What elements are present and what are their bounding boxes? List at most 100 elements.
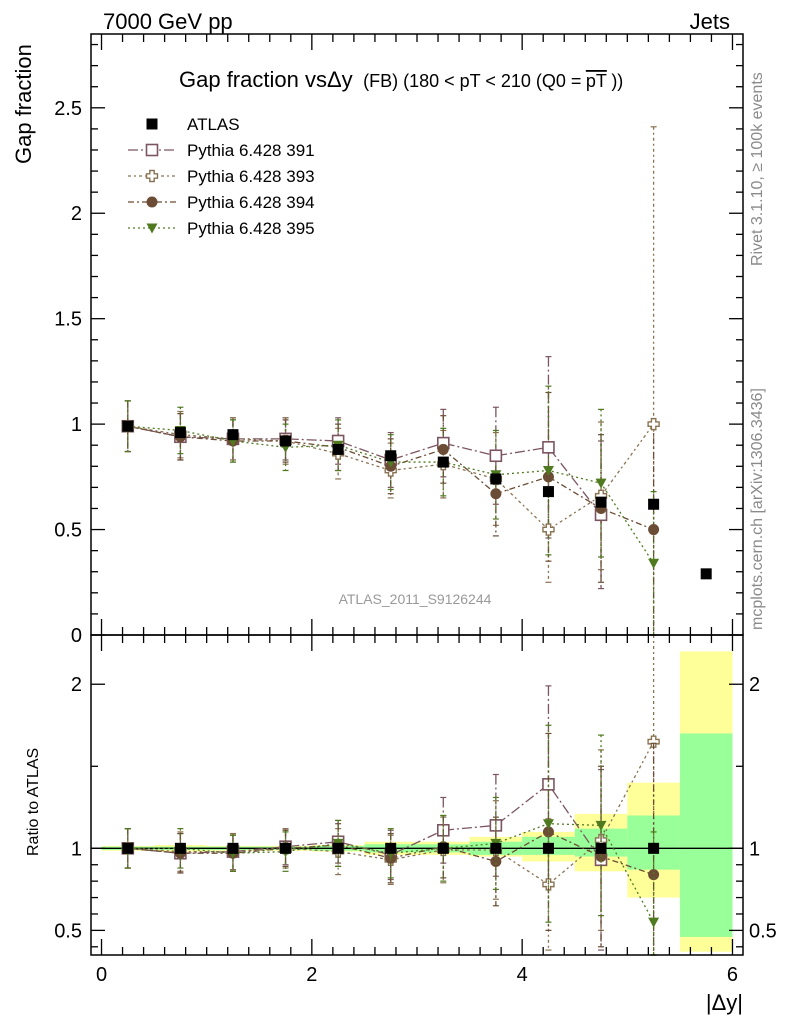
legend-entry: Pythia 6.428 394 <box>128 193 315 212</box>
data-point <box>437 456 449 468</box>
rivet-version-label: Rivet 3.1.10, ≥ 100k events <box>749 72 766 266</box>
x-tick-label: 6 <box>727 964 738 986</box>
title-overlined: pT <box>586 71 607 91</box>
legend-marker <box>146 223 158 234</box>
ratio-plot-series <box>121 634 660 956</box>
y-tick-label-upper: 0.5 <box>54 520 82 542</box>
legend-entry: Pythia 6.428 395 <box>128 219 315 238</box>
ratio-atlas-point <box>174 842 186 854</box>
series-pythia-6-428-391 <box>124 356 605 590</box>
data-point <box>122 420 134 432</box>
title-paren: (FB) (180 < pT < 210 (Q0 = <box>363 71 581 91</box>
ratio-data-point <box>648 869 660 881</box>
y-tick-label-lower-left: 1 <box>71 838 82 860</box>
header-right-label: Jets <box>690 9 730 34</box>
series-line <box>127 423 655 531</box>
ratio-atlas-point <box>542 842 554 854</box>
ratio-atlas-point <box>490 842 502 854</box>
data-point <box>280 435 292 447</box>
ratio-y-axis-label: Ratio to ATLAS <box>25 748 42 856</box>
main-y-axis-label: Gap fraction <box>11 44 36 164</box>
y-tick-label-lower-right: 0.5 <box>749 920 777 942</box>
x-axis-label: |Δy| <box>706 990 743 1015</box>
series-line <box>127 425 602 516</box>
title-suffix: )) <box>611 71 623 91</box>
ratio-atlas-point <box>437 842 449 854</box>
ratio-series-pythia-6-428-391 <box>121 685 608 951</box>
header-left-label: 7000 GeV pp <box>103 9 233 34</box>
data-point <box>648 558 660 569</box>
data-point <box>542 523 555 536</box>
analysis-watermark: ATLAS_2011_S9126244 <box>339 591 492 607</box>
series-atlas <box>122 420 712 580</box>
data-point <box>437 443 449 455</box>
legend-label: Pythia 6.428 391 <box>187 141 315 160</box>
ratio-data-point <box>647 735 660 748</box>
y-tick-label-lower-left: 2 <box>71 674 82 696</box>
ratio-atlas-point <box>227 842 239 854</box>
mcplots-label: mcplots.cern.ch [arXiv:1306.3436] <box>749 388 766 630</box>
data-point <box>489 449 503 463</box>
ratio-atlas-point <box>122 842 134 854</box>
data-point <box>174 427 186 439</box>
ratio-uncertainty-bands <box>101 651 733 952</box>
legend-label: Pythia 6.428 395 <box>187 219 315 238</box>
y-tick-label-lower-left: 0.5 <box>54 920 82 942</box>
legend-entry: Pythia 6.428 393 <box>128 167 315 186</box>
legend-marker <box>145 169 159 183</box>
x-tick-label: 0 <box>96 964 107 986</box>
legend-label: ATLAS <box>187 115 240 134</box>
ratio-data-point <box>490 855 502 867</box>
data-point <box>490 488 502 500</box>
data-point <box>595 478 607 489</box>
legend-marker <box>145 143 159 157</box>
legend-label: Pythia 6.428 393 <box>187 167 315 186</box>
data-point <box>490 473 502 485</box>
main-legend: ATLAS Pythia 6.428 391 Pythia 6.428 393 Pyt… <box>128 115 315 238</box>
ratio-series-pythia-6-428-393 <box>121 634 660 956</box>
data-point <box>542 441 555 454</box>
ratio-band-green <box>679 733 733 937</box>
y-tick-label-lower-right: 1 <box>749 838 760 860</box>
y-tick-label-upper: 2.5 <box>54 98 82 120</box>
data-point <box>542 466 554 477</box>
legend-entry: ATLAS <box>146 115 240 134</box>
x-tick-label: 4 <box>517 964 528 986</box>
legend-entry: Pythia 6.428 391 <box>128 141 315 160</box>
y-tick-label-upper: 0 <box>71 625 82 647</box>
data-point <box>542 471 554 483</box>
data-point <box>647 417 660 431</box>
y-tick-label-upper: 1 <box>71 414 82 436</box>
ratio-series-atlas <box>122 842 660 854</box>
data-point <box>595 496 607 508</box>
x-tick-label: 2 <box>306 964 317 986</box>
data-point <box>648 498 660 510</box>
data-point <box>385 450 397 462</box>
ratio-atlas-point <box>595 842 607 854</box>
data-point <box>648 524 660 536</box>
ratio-data-point <box>648 917 660 928</box>
ratio-data-point <box>595 820 607 831</box>
legend-label: Pythia 6.428 394 <box>187 193 315 212</box>
title-main: Gap fraction vsΔy <box>179 67 353 92</box>
ratio-series-line <box>127 831 654 876</box>
data-point <box>542 486 554 498</box>
ratio-atlas-point <box>332 842 344 854</box>
legend-marker <box>146 196 158 208</box>
y-tick-label-upper: 1.5 <box>54 309 82 331</box>
data-point <box>227 429 239 441</box>
ratio-atlas-point <box>648 842 660 854</box>
y-tick-label-upper: 2 <box>71 203 82 225</box>
axis-ticks: 0 2 4 6 0 0.5 1 1.5 2 2.5 0.5 0.5 1 1 2 2 <box>54 34 777 986</box>
ratio-data-point <box>542 819 554 830</box>
y-tick-label-lower-right: 2 <box>749 674 760 696</box>
ratio-series-line <box>127 783 602 861</box>
ratio-atlas-point <box>385 842 397 854</box>
main-plot-title: Gap fraction vsΔy (FB) (180 < pT < 210 (… <box>179 67 623 92</box>
main-plot-series <box>121 126 712 636</box>
data-point <box>332 443 344 455</box>
data-point <box>700 568 712 580</box>
ratio-atlas-point <box>280 842 292 854</box>
legend-marker <box>146 118 158 130</box>
